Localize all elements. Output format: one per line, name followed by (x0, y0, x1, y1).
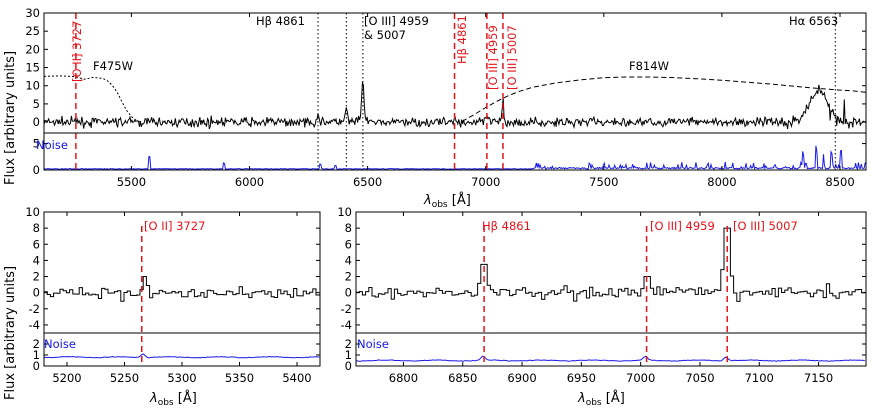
br-flux-step-line (356, 227, 866, 302)
filter-label-f475w: F475W (93, 59, 133, 73)
annotation-hbeta-red: Hβ 4861 (455, 15, 469, 64)
br-noise-ytick-label: 0 (345, 359, 352, 373)
top-noise-ytick-label: 5 (33, 137, 40, 151)
br-xtick-label: 7150 (804, 371, 833, 385)
bl-flux-ytick-label: -4 (29, 318, 40, 332)
top-spectrum-panel: 5500 6000 6500 7000 7500 8000 8500 0 5 10 15 20 25 30… (25, 6, 867, 189)
bl-noise-ytick-label: 0 (33, 359, 40, 373)
br-noise-ytick-label: 2 (345, 337, 352, 351)
top-y-axis-label: Flux [arbitrary units] (3, 51, 18, 185)
bl-xtick-label: 5350 (225, 371, 254, 385)
bl-xlabel-unit: [Å] (174, 390, 197, 406)
top-flux-ytick-label: 20 (25, 42, 40, 56)
br-noise-line (355, 355, 865, 362)
top-xtick-label: 7500 (589, 175, 618, 189)
bl-flux-step-line (44, 276, 320, 302)
br-noise-label: Noise (357, 337, 389, 351)
top-xtick-label: 8500 (825, 175, 854, 189)
bl-flux-ytick-label: 2 (33, 270, 40, 284)
br-flux-ytick-label: -4 (341, 318, 352, 332)
top-noise-label: Noise (36, 138, 68, 152)
top-xtick-label: 7000 (471, 175, 500, 189)
annotation-oiii4959-red: [O III] 4959 (486, 25, 500, 90)
br-xtick-label: 7100 (745, 371, 774, 385)
top-xtick-label: 5500 (117, 175, 146, 189)
top-noise-ytick-label: 0 (33, 163, 40, 177)
bl-noise-ytick-label: 2 (33, 337, 40, 351)
bl-annotation-oii: [O II] 3727 (144, 219, 205, 233)
br-xlabel-sub: obs (586, 398, 602, 408)
br-xtick-label: 6900 (507, 371, 536, 385)
br-xtick-label: 6850 (448, 371, 477, 385)
filter-curve-f814w (461, 76, 867, 122)
bottom-y-axis-label: Flux [arbitrary units] (3, 266, 18, 400)
top-xlabel-unit: [Å] (448, 192, 471, 208)
annotation-oiii-black-2: & 5007 (364, 28, 406, 42)
bl-noise-label: Noise (44, 337, 76, 351)
bl-xtick-label: 5400 (282, 371, 311, 385)
top-flux-ytick-label: 30 (25, 6, 40, 20)
bl-xlabel-main: λ (149, 391, 158, 406)
br-annotation-oiii4959: [O III] 4959 (650, 219, 715, 233)
annotation-halpha-black: Hα 6563 (789, 14, 838, 28)
br-flux-ytick-label: 6 (345, 237, 352, 251)
filter-label-f814w: F814W (629, 59, 669, 73)
br-xtick-label: 6800 (389, 371, 418, 385)
br-xlabel-unit: [Å] (602, 390, 625, 406)
br-x-axis-label: λobs [Å] (577, 390, 625, 408)
bottom-right-annotations: Hβ 4861 [O III] 4959 [O III] 5007 Noise (357, 219, 798, 351)
br-flux-ytick-label: 2 (345, 270, 352, 284)
top-flux-ytick-label: 10 (25, 79, 40, 93)
bl-flux-ytick-label: 10 (25, 205, 40, 219)
bl-x-axis-label: λobs [Å] (149, 390, 197, 408)
top-flux-ytick-label: 0 (33, 115, 40, 129)
br-xlabel-main: λ (577, 391, 586, 406)
bl-flux-ytick-label: 6 (33, 237, 40, 251)
top-flux-ytick-label: 5 (33, 97, 40, 111)
top-xtick-label: 8000 (707, 175, 736, 189)
br-xtick-label: 6950 (567, 371, 596, 385)
annotation-oiii5007-red: [O III] 5007 (505, 25, 519, 90)
top-xtick-label: 6500 (353, 175, 382, 189)
top-x-axis-label: λobs [Å] (423, 192, 471, 210)
bl-flux-ytick-label: 8 (33, 221, 40, 235)
br-flux-ytick-label: 10 (337, 205, 352, 219)
br-xtick-label: 7000 (626, 371, 655, 385)
br-noise-ytick-label: 1 (345, 348, 352, 362)
br-xtick-label: 7050 (685, 371, 714, 385)
bottom-right-panel: 6800 6850 6900 6950 7000 7050 7100 7150 -4 -2 0 2 4 6… (337, 205, 867, 385)
bl-xlabel-sub: obs (158, 398, 174, 408)
annotation-oiii-black-1: [O III] 4959 (364, 14, 429, 28)
top-xlabel-main: λ (423, 193, 432, 208)
br-flux-ytick-label: -2 (341, 302, 352, 316)
bl-xtick-label: 5200 (52, 371, 81, 385)
top-xtick-label: 6000 (235, 175, 264, 189)
top-flux-ytick-label: 25 (25, 24, 40, 38)
top-xlabel-sub: obs (432, 200, 448, 210)
br-flux-ytick-label: 0 (345, 286, 352, 300)
bl-flux-ytick-label: -2 (29, 302, 40, 316)
annotation-oii-red: [O II] 3727 (70, 21, 84, 82)
top-annotations: Hβ 4861 [O III] 4959 & 5007 Hα 6563 F475… (36, 14, 838, 152)
br-annotation-oiii5007: [O III] 5007 (733, 219, 798, 233)
bottom-left-annotations: [O II] 3727 Noise (44, 219, 205, 351)
br-frame (355, 211, 867, 367)
bl-noise-line (44, 353, 320, 359)
top-flux-ytick-label: 15 (25, 61, 40, 75)
br-flux-ytick-label: 8 (345, 221, 352, 235)
bl-flux-ytick-label: 0 (33, 286, 40, 300)
br-flux-ytick-label: 4 (345, 253, 352, 267)
bl-noise-ytick-label: 1 (33, 348, 40, 362)
bl-flux-ytick-label: 4 (33, 253, 40, 267)
annotation-hbeta-black: Hβ 4861 (256, 14, 305, 28)
br-annotation-hbeta: Hβ 4861 (482, 219, 531, 233)
bl-xtick-label: 5250 (110, 371, 139, 385)
top-panel-frame (43, 12, 867, 171)
bl-xtick-label: 5300 (167, 371, 196, 385)
